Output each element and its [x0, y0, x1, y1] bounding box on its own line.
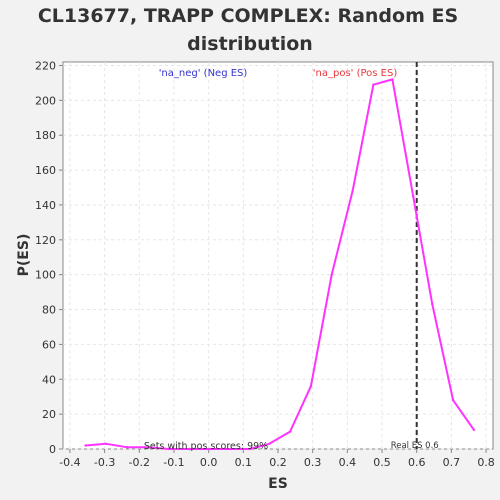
data-point [209, 447, 212, 451]
x-axis-label: ES [268, 476, 288, 492]
data-point [84, 444, 87, 447]
y-axis-label: P(ES) [16, 234, 32, 277]
data-point [391, 78, 394, 81]
x-tick-label: 0.0 [200, 456, 218, 469]
x-tick-label: 0.2 [269, 456, 287, 469]
data-point [288, 430, 292, 433]
data-point [451, 398, 455, 402]
y-tick-label: 100 [35, 269, 56, 282]
x-tick-label: 0.3 [304, 456, 322, 469]
x-tick-label: 0.1 [235, 456, 253, 469]
x-tick-label: -0.3 [94, 456, 115, 469]
y-tick-label: 80 [42, 304, 56, 317]
x-tick-label: 0.5 [373, 456, 391, 469]
x-tick-label: -0.2 [129, 456, 150, 469]
x-tick-label: -0.1 [163, 456, 184, 469]
data-point [412, 195, 415, 198]
data-point [125, 446, 129, 449]
y-tick-label: 40 [42, 373, 56, 386]
y-axis-ticks: 0 20 40 60 80 100 120 140 160 180 200 220 [35, 59, 63, 456]
y-tick-label: 180 [35, 129, 56, 142]
y-tick-label: 60 [42, 338, 56, 351]
es-distribution-line [85, 78, 475, 450]
data-point [105, 442, 108, 445]
y-tick-label: 20 [42, 408, 56, 421]
data-points [84, 78, 476, 451]
data-point [472, 428, 476, 432]
y-tick-label: 200 [35, 94, 56, 107]
x-tick-label: 0.8 [477, 456, 495, 469]
data-point [309, 385, 313, 388]
x-tick-label: 0.6 [408, 456, 426, 469]
neg-es-label: 'na_neg' (Neg ES) [159, 68, 248, 79]
chart-title-line-1: CL13677, TRAPP COMPLEX: Random ES [38, 5, 458, 27]
x-tick-label: 0.7 [443, 456, 461, 469]
y-tick-label: 0 [49, 443, 56, 456]
data-point [249, 447, 252, 451]
x-axis-ticks: -0.4 -0.3 -0.2 -0.1 0.0 0.1 0.2 0.3 0.4 0.5 0.6 0.7… [59, 449, 495, 469]
data-point [167, 447, 170, 451]
data-point [351, 189, 354, 193]
data-point [146, 446, 150, 449]
pos-es-label: 'na_pos' (Pos ES) [313, 68, 398, 79]
data-point [372, 83, 375, 86]
y-tick-label: 220 [35, 59, 56, 72]
y-tick-label: 160 [35, 164, 56, 177]
y-tick-label: 140 [35, 199, 56, 212]
data-point [229, 447, 233, 451]
data-point [188, 447, 191, 451]
pos-scores-annotation: Sets with pos scores: 99% [144, 441, 268, 452]
x-tick-label: 0.4 [339, 456, 357, 469]
real-es-label: Real ES 0.6 [391, 441, 439, 451]
data-point [431, 303, 434, 306]
y-tick-label: 120 [35, 234, 56, 247]
data-point [330, 273, 333, 276]
data-point [268, 442, 271, 445]
chart-title-line-2: distribution [187, 33, 313, 55]
x-tick-label: -0.4 [59, 456, 80, 469]
